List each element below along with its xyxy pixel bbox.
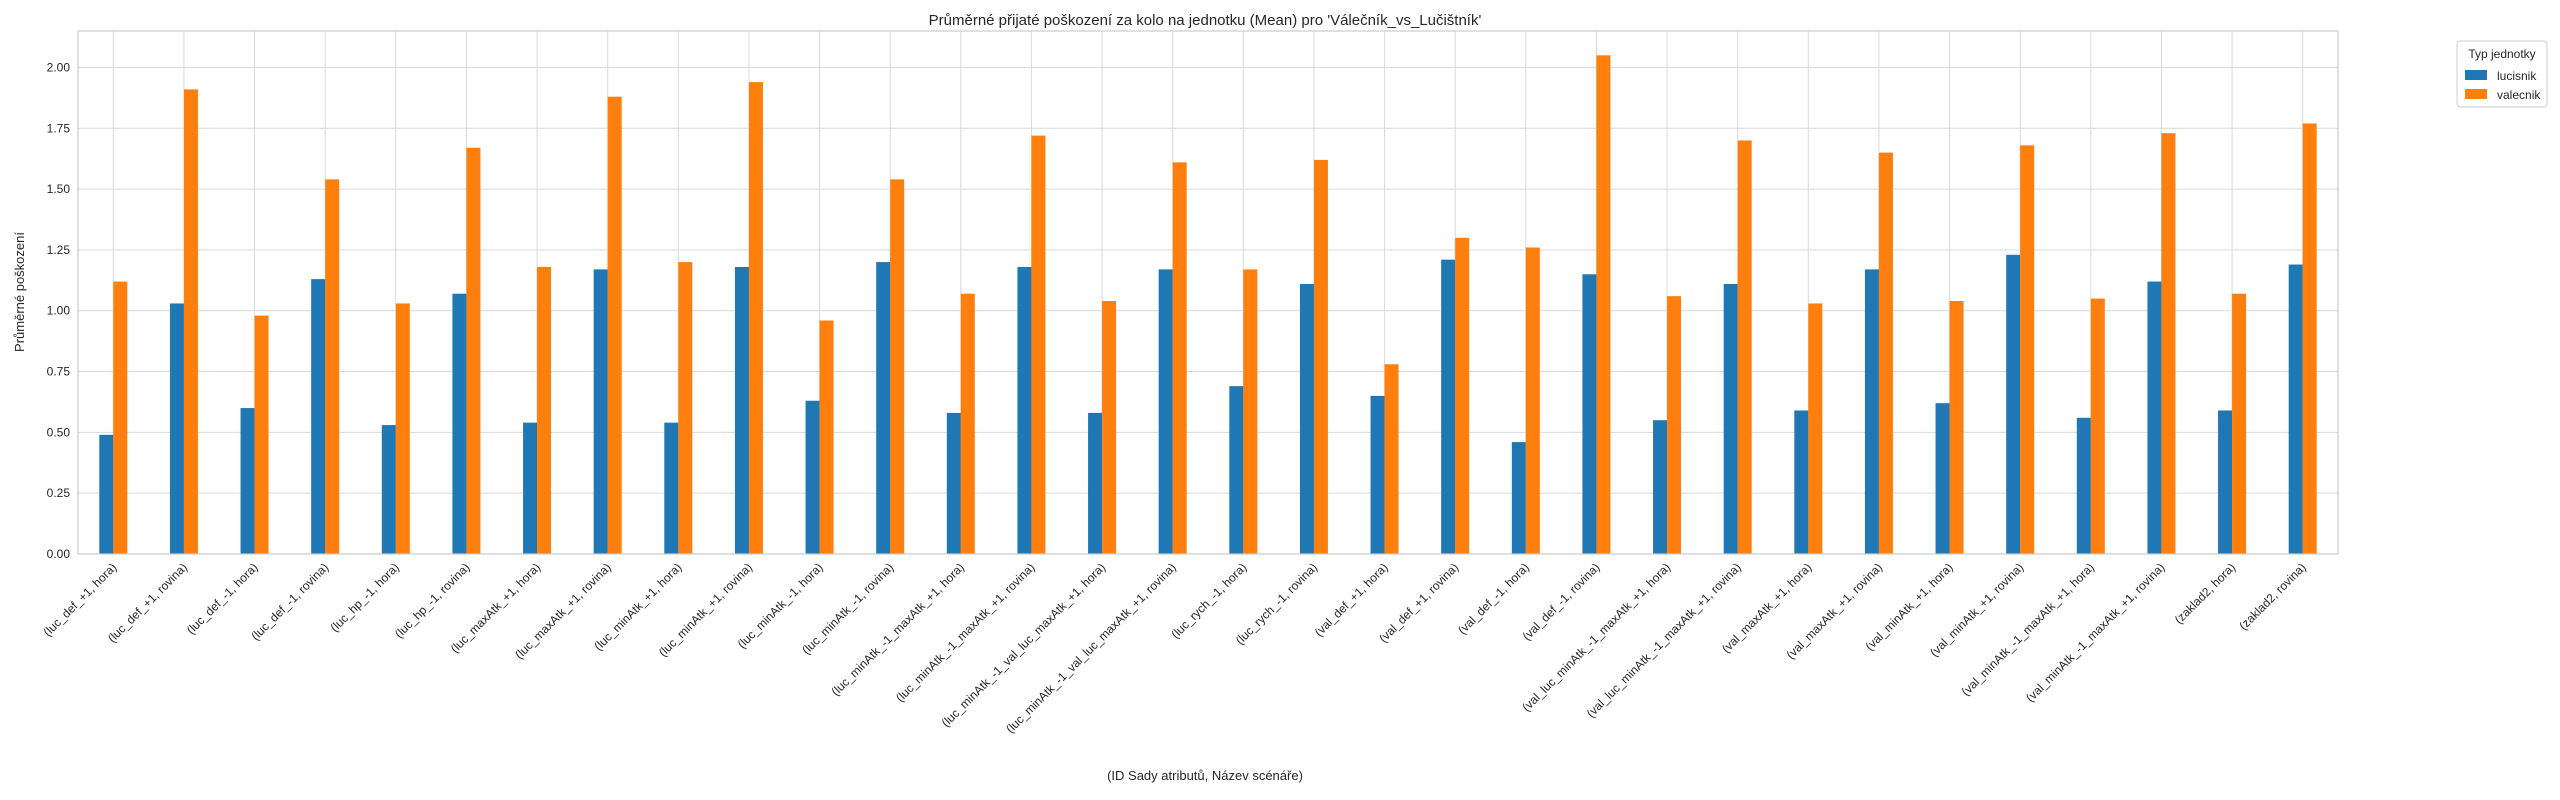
bar-valecnik	[537, 266, 552, 554]
bar-lucisnik	[1864, 269, 1879, 554]
bar-lucisnik	[664, 422, 679, 554]
bar-lucisnik	[1441, 259, 1456, 554]
legend: Typ jednotky lucisnik valecnik	[2456, 40, 2548, 108]
chart-title: Průměrné přijaté poškození za kolo na je…	[929, 12, 1482, 29]
y-tick-label: 1.25	[47, 243, 71, 257]
bar-valecnik	[1808, 303, 1823, 554]
y-tick-label: 1.50	[47, 182, 71, 196]
bar-lucisnik	[1158, 269, 1173, 554]
bar-valecnik	[1172, 162, 1187, 554]
x-axis-label: (ID Sady atributů, Název scénáře)	[1107, 768, 1303, 783]
bar-valecnik	[2020, 145, 2035, 554]
y-tick-labels: 0.00 0.25 0.50 0.75 1.00 1.25 1.50 1.75 2.00	[47, 60, 71, 561]
bar-valecnik	[1596, 55, 1611, 554]
bar-valecnik	[890, 179, 905, 554]
y-tick-label: 1.75	[47, 121, 71, 135]
bar-lucisnik	[1723, 283, 1738, 554]
plot-frame	[77, 30, 2339, 555]
bar-valecnik	[113, 281, 128, 554]
bar-valecnik	[254, 315, 269, 554]
bar-lucisnik	[2288, 264, 2303, 554]
bar-lucisnik	[2147, 281, 2162, 554]
bar-lucisnik	[2218, 410, 2233, 554]
bar-valecnik	[678, 262, 693, 554]
bar-valecnik	[1031, 135, 1046, 554]
y-tick-label: 0.00	[47, 547, 71, 561]
bar-lucisnik	[2076, 417, 2091, 554]
bar-lucisnik	[99, 434, 114, 554]
bar-lucisnik	[1653, 420, 1668, 554]
bar-valecnik	[1737, 140, 1752, 554]
bar-valecnik	[466, 147, 481, 554]
bar-valecnik	[1102, 301, 1117, 554]
bar-valecnik	[2232, 293, 2247, 554]
bar-lucisnik	[1088, 412, 1103, 554]
y-tick-label: 1.00	[47, 304, 71, 318]
bar-lucisnik	[1017, 266, 1032, 554]
bar-lucisnik	[876, 262, 891, 554]
bar-lucisnik	[1370, 395, 1385, 554]
bar-valecnik	[395, 303, 410, 554]
bar-valecnik	[748, 82, 763, 555]
bar-lucisnik	[381, 425, 396, 554]
bar-lucisnik	[1935, 403, 1950, 554]
legend-label-valecnik: valecnik	[2497, 88, 2541, 102]
bar-valecnik	[325, 179, 340, 554]
bar-lucisnik	[1299, 283, 1314, 554]
bar-valecnik	[1313, 159, 1328, 554]
y-axis-label: Průměrné poškození	[12, 232, 27, 352]
bar-lucisnik	[311, 279, 326, 554]
bar-lucisnik	[1511, 442, 1526, 554]
bar-lucisnik	[1582, 274, 1597, 554]
bar-lucisnik	[1794, 410, 1809, 554]
bar-valecnik	[819, 320, 834, 554]
bar-lucisnik	[169, 303, 184, 554]
bar-lucisnik	[946, 412, 961, 554]
bar-lucisnik	[805, 400, 820, 554]
bar-lucisnik	[593, 269, 608, 554]
legend-label-lucisnik: lucisnik	[2497, 69, 2537, 83]
bar-valecnik	[2090, 298, 2105, 554]
bars-group	[99, 55, 2317, 555]
bar-valecnik	[607, 96, 622, 554]
legend-swatch-lucisnik	[2465, 70, 2487, 80]
legend-title: Typ jednotky	[2468, 47, 2535, 61]
bar-valecnik	[1243, 269, 1258, 554]
y-tick-label: 0.50	[47, 425, 71, 439]
bar-valecnik	[2161, 133, 2176, 555]
bar-lucisnik	[523, 422, 538, 554]
bar-lucisnik	[240, 408, 255, 554]
bar-valecnik	[1455, 237, 1470, 554]
bar-lucisnik	[1229, 386, 1244, 554]
y-tick-label: 0.25	[47, 486, 71, 500]
bar-lucisnik	[2006, 254, 2021, 554]
bar-valecnik	[1384, 364, 1399, 554]
bar-valecnik	[183, 89, 198, 554]
bar-valecnik	[1878, 152, 1893, 554]
bar-valecnik	[1667, 296, 1682, 554]
bar-lucisnik	[452, 293, 467, 554]
bar-valecnik	[2302, 123, 2317, 555]
y-tick-label: 2.00	[47, 60, 71, 74]
bar-valecnik	[1525, 247, 1540, 554]
bar-lucisnik	[734, 266, 749, 554]
legend-swatch-valecnik	[2465, 89, 2487, 99]
bar-valecnik	[960, 293, 975, 554]
y-tick-label: 0.75	[47, 365, 71, 379]
bar-valecnik	[1949, 301, 1964, 554]
